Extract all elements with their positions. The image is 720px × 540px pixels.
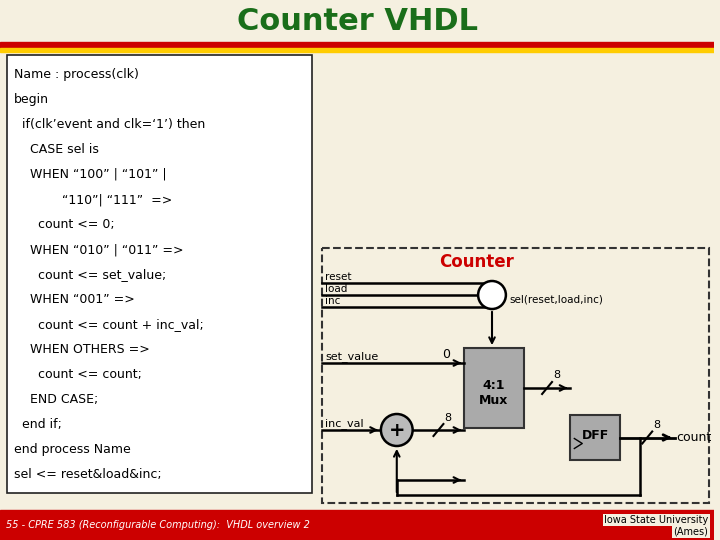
Text: 8: 8: [553, 370, 560, 380]
Text: 0: 0: [442, 348, 451, 361]
Bar: [323, 248, 709, 503]
Text: reset: reset: [325, 272, 352, 282]
Text: Counter: Counter: [438, 253, 513, 271]
Text: count <= set_value;: count <= set_value;: [14, 268, 166, 281]
Bar: [570, 415, 620, 460]
Text: begin: begin: [14, 93, 49, 106]
Text: 8: 8: [444, 413, 451, 423]
Text: set_value: set_value: [325, 351, 379, 362]
Text: end if;: end if;: [14, 418, 62, 431]
Text: count: count: [677, 431, 712, 444]
Text: WHEN “010” | “011” =>: WHEN “010” | “011” =>: [14, 243, 184, 256]
Circle shape: [381, 414, 413, 446]
Text: inc: inc: [325, 296, 341, 306]
Bar: [0, 510, 714, 540]
Text: count <= count;: count <= count;: [14, 368, 142, 381]
Text: sel(reset,load,inc): sel(reset,load,inc): [510, 294, 604, 304]
Bar: [0, 42, 714, 48]
Text: WHEN “100” | “101” |: WHEN “100” | “101” |: [14, 168, 166, 181]
Text: count <= count + inc_val;: count <= count + inc_val;: [14, 318, 204, 331]
Text: 8: 8: [653, 420, 660, 429]
Bar: [0, 48, 714, 52]
Text: sel <= reset&load&inc;: sel <= reset&load&inc;: [14, 468, 161, 481]
Text: WHEN OTHERS =>: WHEN OTHERS =>: [14, 343, 150, 356]
Text: inc_val: inc_val: [325, 418, 364, 429]
Circle shape: [478, 281, 506, 309]
Text: Name : process(clk): Name : process(clk): [14, 68, 139, 81]
Text: (Ames): (Ames): [673, 527, 708, 537]
Bar: [7, 55, 312, 493]
Text: count <= 0;: count <= 0;: [14, 218, 114, 231]
Text: CASE sel is: CASE sel is: [14, 143, 99, 156]
Text: DFF: DFF: [582, 429, 609, 442]
Bar: [464, 348, 523, 428]
Text: 4:1
Mux: 4:1 Mux: [480, 379, 508, 407]
Text: +: +: [389, 422, 405, 441]
Text: END CASE;: END CASE;: [14, 393, 98, 406]
Text: WHEN “001” =>: WHEN “001” =>: [14, 293, 135, 306]
Text: Iowa State University: Iowa State University: [604, 515, 708, 525]
Text: load: load: [325, 284, 348, 294]
Text: “110”| “111”  =>: “110”| “111” =>: [14, 193, 172, 206]
Text: 55 - CPRE 583 (Reconfigurable Computing):  VHDL overview 2: 55 - CPRE 583 (Reconfigurable Computing)…: [6, 520, 310, 530]
Text: Counter VHDL: Counter VHDL: [237, 8, 477, 37]
Text: end process Name: end process Name: [14, 443, 130, 456]
Text: if(clk’event and clk=‘1’) then: if(clk’event and clk=‘1’) then: [14, 118, 205, 131]
